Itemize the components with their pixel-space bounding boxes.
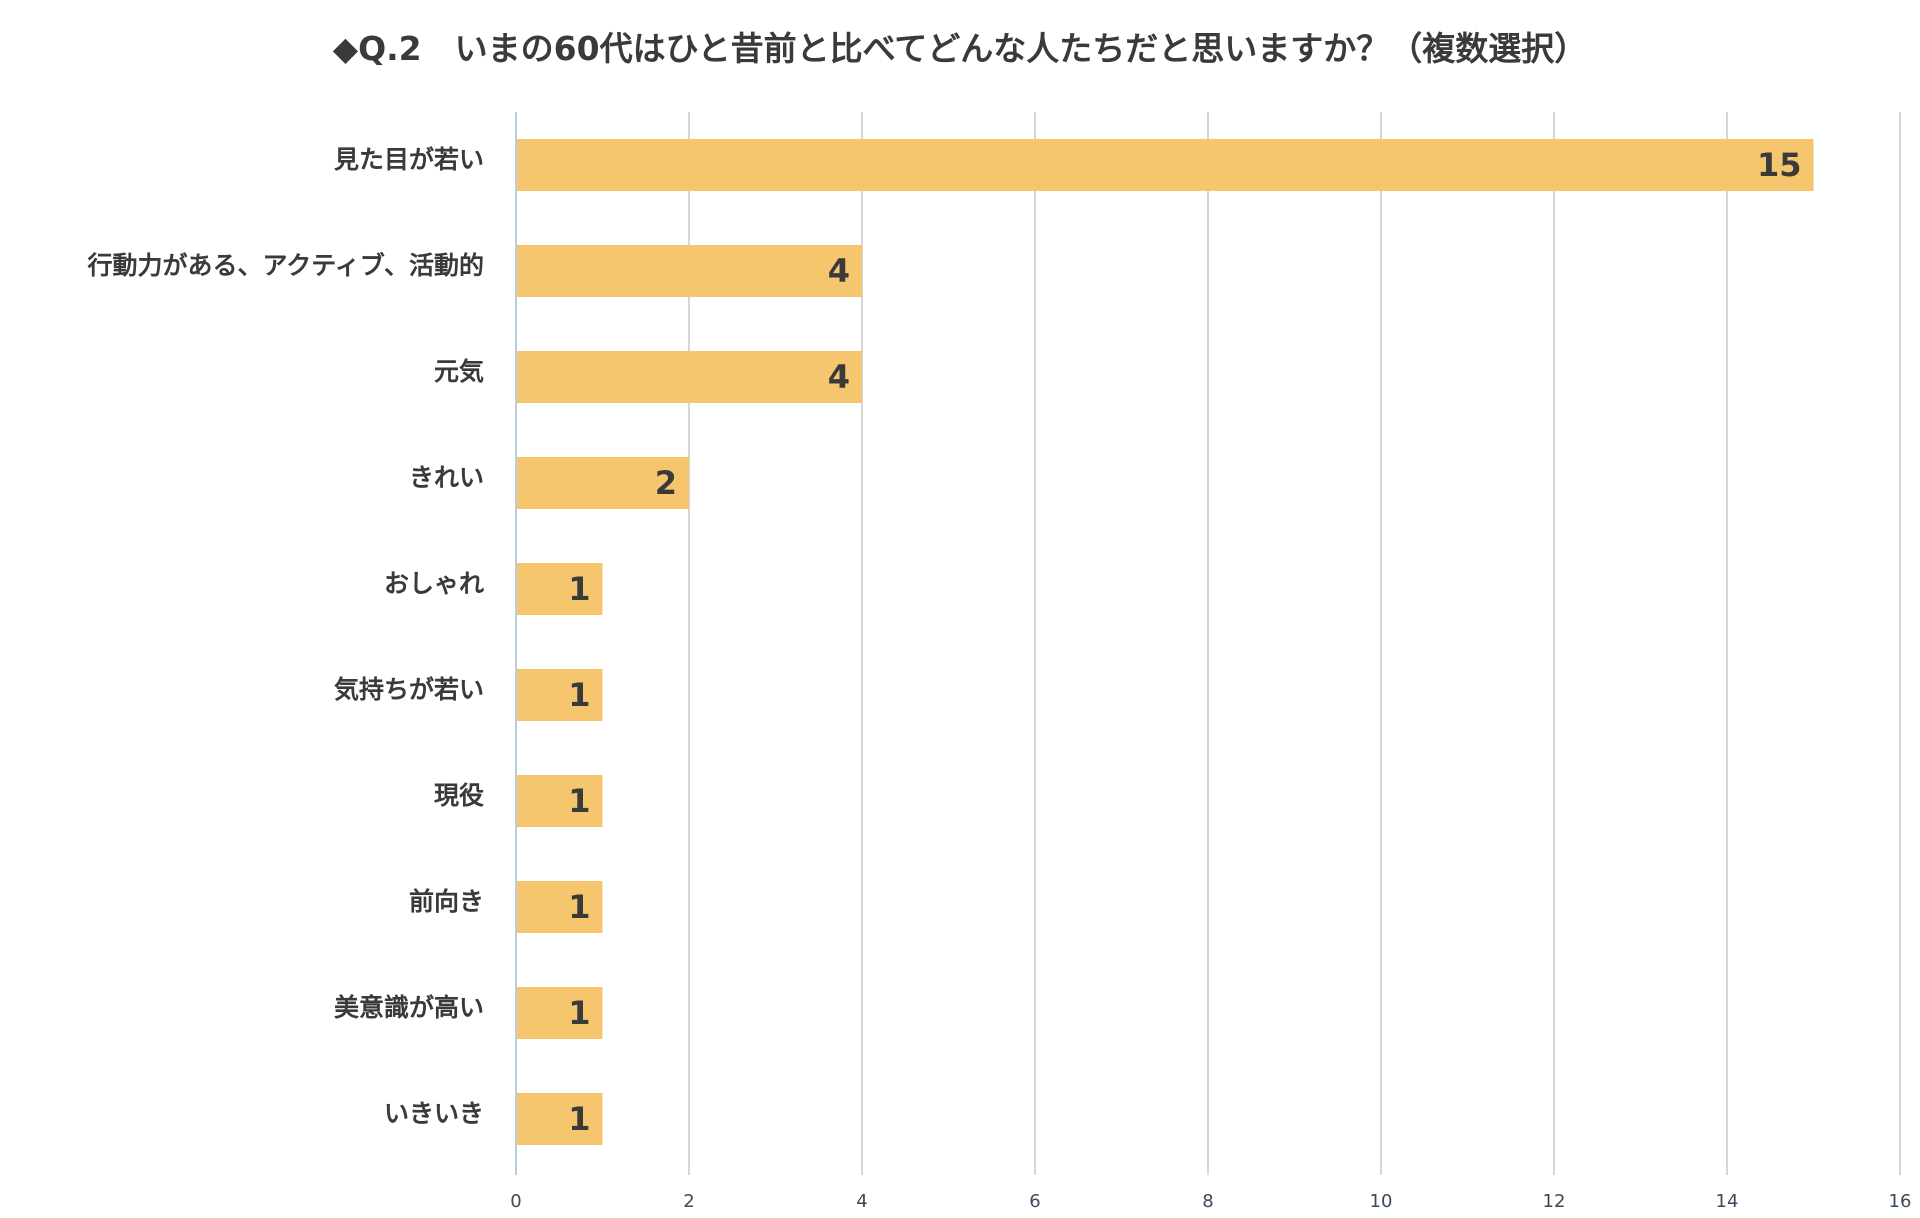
bar (516, 245, 862, 297)
x-tick-label: 14 (1716, 1191, 1739, 1212)
data-label: 1 (568, 888, 590, 926)
category-label: 元気 (434, 357, 484, 386)
category-label: 気持ちが若い (334, 675, 484, 704)
x-tick-label: 0 (510, 1191, 521, 1212)
bar (516, 669, 603, 721)
bar (516, 987, 603, 1039)
bar (516, 775, 603, 827)
data-label: 15 (1757, 146, 1802, 184)
category-label: 見た目が若い (334, 145, 484, 174)
data-label: 2 (655, 464, 677, 502)
x-tick-label: 8 (1202, 1191, 1213, 1212)
bar (516, 881, 603, 933)
category-label: 行動力がある、アクティブ、活動的 (86, 251, 484, 280)
bar (516, 351, 862, 403)
x-tick-label: 2 (683, 1191, 694, 1212)
category-label: 現役 (434, 781, 484, 810)
chart-title: ◆Q.2 いまの60代はひと昔前と比べてどんな人たちだと思いますか？（複数選択） (332, 29, 1588, 68)
bar (516, 457, 689, 509)
data-label: 1 (568, 994, 590, 1032)
category-label: いきいき (384, 1099, 484, 1128)
bar (516, 563, 603, 615)
x-tick-label: 6 (1029, 1191, 1040, 1212)
data-label: 4 (828, 252, 850, 290)
category-label: 前向き (409, 887, 484, 916)
data-label: 1 (568, 1100, 590, 1138)
x-tick-label: 12 (1543, 1191, 1566, 1212)
category-label: きれい (409, 463, 484, 492)
bars (516, 139, 1814, 1145)
data-label: 1 (568, 782, 590, 820)
data-label: 1 (568, 676, 590, 714)
bar (516, 139, 1814, 191)
category-label: おしゃれ (384, 569, 484, 598)
bar (516, 1093, 603, 1145)
x-tick-label: 16 (1889, 1191, 1912, 1212)
data-label: 4 (828, 358, 850, 396)
x-tick-label: 10 (1370, 1191, 1393, 1212)
x-tick-label: 4 (856, 1191, 867, 1212)
category-label: 美意識が高い (334, 993, 484, 1022)
gridlines (688, 112, 1901, 1175)
data-label: 1 (568, 570, 590, 608)
